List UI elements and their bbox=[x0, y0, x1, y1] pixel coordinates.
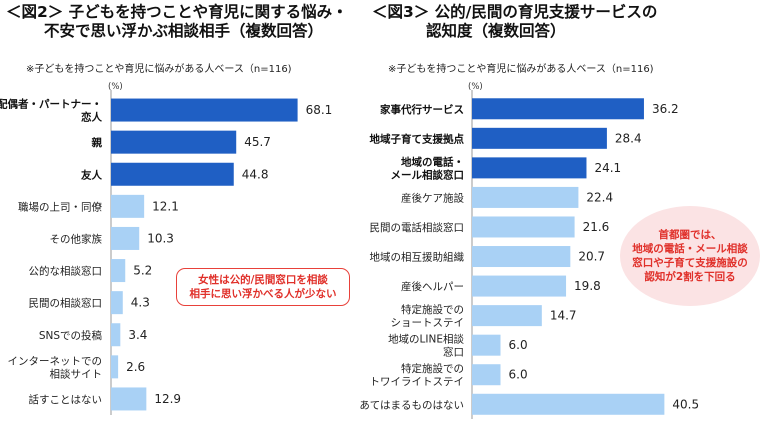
left-value-label: 5.2 bbox=[133, 264, 152, 278]
right-bar bbox=[472, 127, 607, 149]
right-value-label: 14.7 bbox=[550, 309, 577, 323]
right-bar bbox=[472, 393, 665, 415]
right-value-label: 24.1 bbox=[594, 161, 621, 175]
right-chart-note: ※子どもを持つことや育児に悩みがある人ベース（n=116) bbox=[388, 64, 654, 75]
left-category-label: SNSでの投稿 bbox=[39, 329, 102, 342]
right-category-label: 地域の電話・メール相談窓口 bbox=[391, 155, 465, 181]
left-value-label: 3.4 bbox=[128, 328, 147, 342]
right-bar bbox=[472, 98, 644, 120]
left-category-label: 話すことはない bbox=[29, 393, 103, 406]
right-category-label: 地域の相互援助組織 bbox=[370, 251, 465, 264]
right-category-label: 地域のLINE相談窓口 bbox=[388, 333, 464, 359]
right-category-label: 家事代行サービス bbox=[380, 103, 464, 116]
right-bar bbox=[472, 305, 542, 327]
right-bar bbox=[472, 246, 571, 268]
left-value-label: 12.1 bbox=[152, 199, 179, 213]
left-value-label: 2.6 bbox=[126, 360, 145, 374]
left-value-label: 44.8 bbox=[242, 167, 269, 181]
right-callout-text: 首都圏では、 地域の電話・メール相談 窓口や子育て支援施設の 認知が2割を下回る bbox=[632, 229, 748, 283]
right-category-label: あてはまるものはない bbox=[359, 399, 464, 411]
left-unit-label: (%) bbox=[108, 82, 123, 92]
right-value-label: 6.0 bbox=[509, 368, 528, 382]
right-value-label: 6.0 bbox=[509, 338, 528, 352]
right-category-label: 特定施設でのショートステイ bbox=[391, 303, 465, 329]
right-bar bbox=[472, 216, 575, 238]
left-bar bbox=[111, 355, 119, 379]
right-value-label: 36.2 bbox=[652, 102, 679, 116]
left-bar bbox=[111, 291, 123, 315]
right-bar bbox=[472, 157, 587, 179]
right-value-label: 40.5 bbox=[672, 397, 699, 411]
right-value-label: 21.6 bbox=[583, 220, 610, 234]
left-callout: 女性は公的/民間窓口を相談 相手に思い浮かべる人が少ない bbox=[176, 268, 350, 306]
left-value-label: 10.3 bbox=[147, 231, 174, 245]
left-bar bbox=[111, 162, 234, 186]
right-category-label: 産後ヘルパー bbox=[401, 280, 464, 293]
left-category-label: 公的な相談窓口 bbox=[29, 265, 103, 278]
right-category-label: 特定施設でのトワイライトステイ bbox=[370, 362, 465, 388]
right-category-label: 地域子育て支援拠点 bbox=[370, 132, 465, 145]
right-bar bbox=[472, 334, 501, 356]
left-bar bbox=[111, 194, 145, 218]
right-unit-label: (%) bbox=[468, 82, 483, 92]
left-category-label: 友人 bbox=[80, 168, 102, 181]
right-bar bbox=[472, 364, 501, 386]
right-bar bbox=[472, 275, 567, 297]
left-category-label: その他家族 bbox=[50, 232, 103, 245]
right-category-label: 民間の電話相談窓口 bbox=[370, 221, 465, 234]
left-value-label: 45.7 bbox=[244, 135, 271, 149]
right-value-label: 20.7 bbox=[578, 250, 605, 264]
left-bar bbox=[111, 98, 298, 122]
left-category-label: 職場の上司・同僚 bbox=[18, 200, 102, 213]
right-value-label: 28.4 bbox=[615, 131, 642, 145]
right-callout: 首都圏では、 地域の電話・メール相談 窓口や子育て支援施設の 認知が2割を下回る bbox=[620, 206, 760, 306]
left-title-line2: 不安で思い浮かぶ相談相手（複数回答） bbox=[44, 22, 324, 40]
left-value-label: 12.9 bbox=[154, 392, 181, 406]
right-category-label: 産後ケア施設 bbox=[401, 191, 464, 204]
left-value-label: 4.3 bbox=[131, 296, 150, 310]
left-callout-text: 女性は公的/民間窓口を相談 相手に思い浮かべる人が少ない bbox=[189, 274, 337, 300]
left-bar bbox=[111, 226, 140, 250]
right-bar bbox=[472, 186, 579, 208]
left-category-label: 親 bbox=[92, 136, 103, 149]
left-chart-note: ※子どもを持つことや育児に悩みがある人ベース（n=116) bbox=[26, 64, 292, 75]
left-category-label: インターネットでの相談サイト bbox=[8, 355, 103, 380]
left-category-label: 配偶者・パートナー・恋人 bbox=[0, 98, 102, 124]
right-title-line2: 認知度（複数回答） bbox=[426, 22, 566, 40]
left-value-label: 68.1 bbox=[306, 103, 333, 117]
right-value-label: 22.4 bbox=[586, 190, 613, 204]
left-chart-title: ＜図2＞ 子どもを持つことや育児に関する悩み・ 不安で思い浮かぶ相談相手（複数回… bbox=[6, 3, 376, 41]
right-value-label: 19.8 bbox=[574, 279, 601, 293]
left-bar bbox=[111, 259, 126, 283]
left-title-line1: ＜図2＞ 子どもを持つことや育児に関する悩み・ bbox=[6, 3, 348, 21]
left-bar bbox=[111, 323, 121, 347]
right-chart-title: ＜図3＞ 公的/民間の育児支援サービスの 認知度（複数回答） bbox=[372, 3, 752, 41]
left-bar bbox=[111, 387, 147, 411]
left-category-label: 民間の相談窓口 bbox=[29, 297, 103, 310]
left-bar bbox=[111, 130, 237, 154]
right-title-line1: ＜図3＞ 公的/民間の育児支援サービスの bbox=[372, 3, 658, 21]
